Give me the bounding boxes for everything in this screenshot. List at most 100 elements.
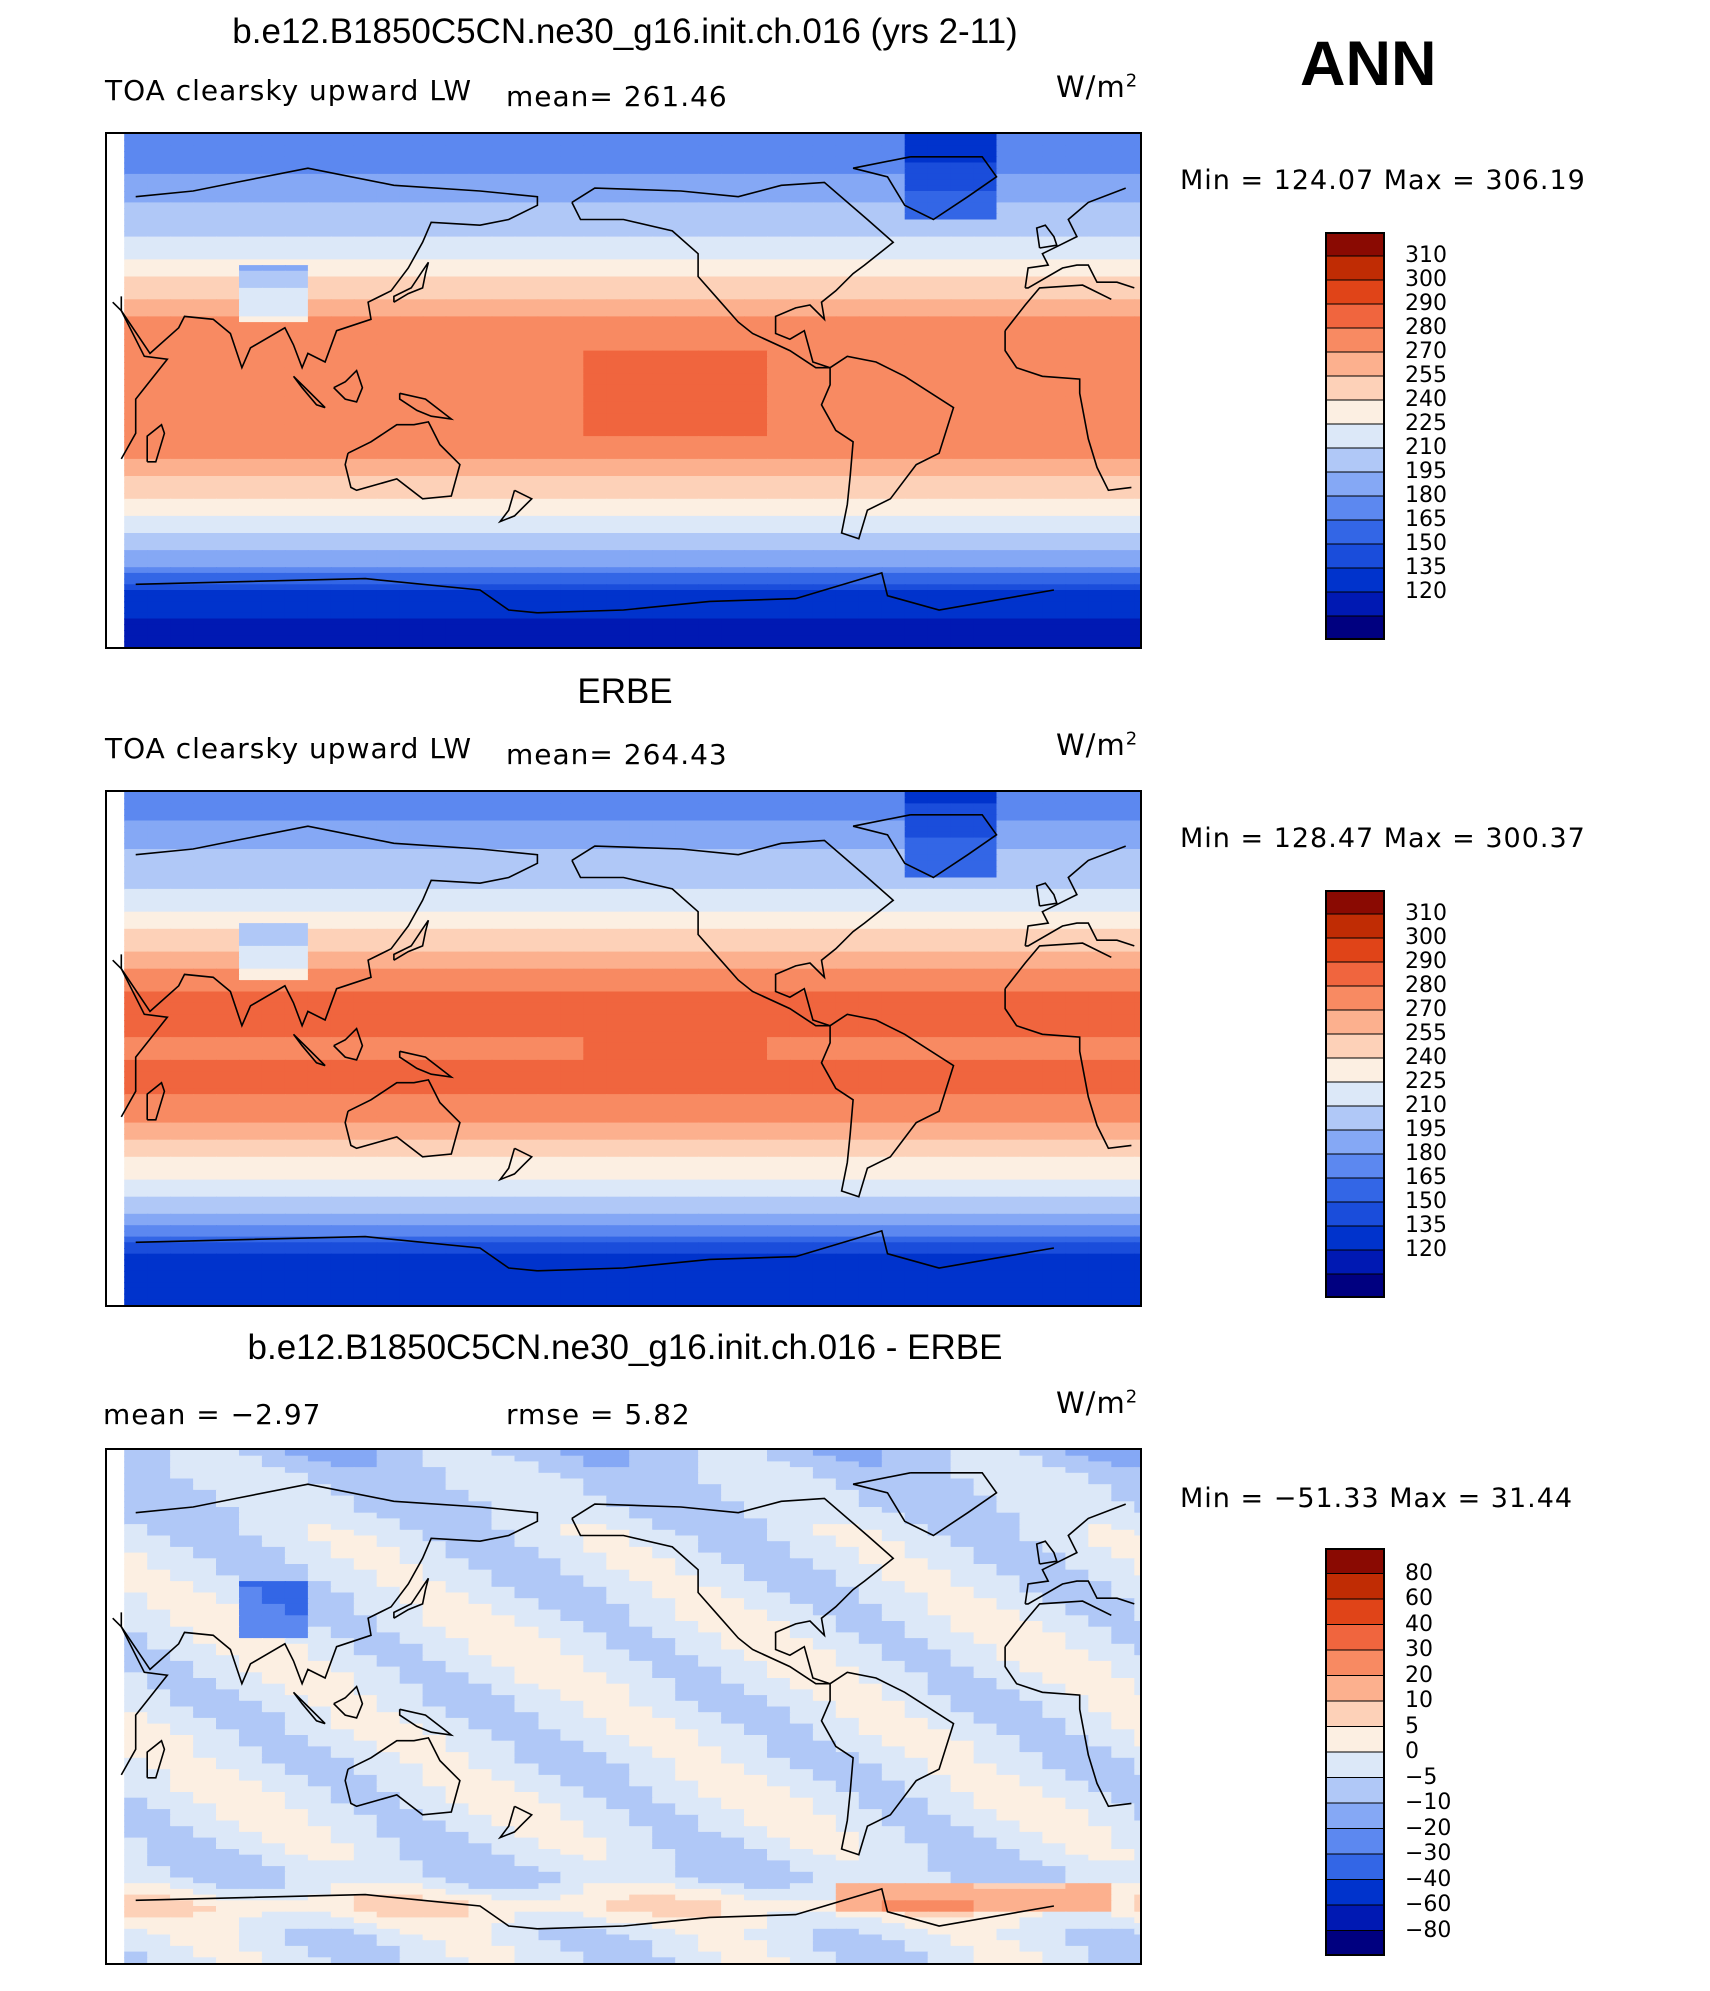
colorbar-box — [1325, 471, 1385, 497]
colorbar-box — [1325, 890, 1385, 915]
colorbar-box — [1325, 961, 1385, 987]
colorbar-tick-label: 290 — [1405, 291, 1447, 316]
colorbar-tick-label: 210 — [1405, 1093, 1447, 1118]
panel1-colorbar-svg — [1325, 232, 1385, 640]
colorbar-box — [1325, 615, 1385, 640]
colorbar-tick-label: 60 — [1405, 1586, 1433, 1611]
colorbar-tick-label: 150 — [1405, 531, 1447, 556]
coastline — [146, 1081, 166, 1121]
colorbar-box — [1325, 495, 1385, 521]
colorbar-tick-label: 280 — [1405, 973, 1447, 998]
colorbar-tick-label: 120 — [1405, 579, 1447, 604]
coastline — [292, 1033, 326, 1067]
panel3-colorbar-svg — [1325, 1548, 1385, 1956]
panel3-rmse-label: rmse = 5.82 — [506, 1398, 691, 1431]
coastline — [571, 839, 895, 1027]
coastline — [146, 1739, 166, 1779]
colorbar-tick-label: 165 — [1405, 507, 1447, 532]
colorbar-tick-label: 255 — [1405, 1021, 1447, 1046]
colorbar-tick-label: 270 — [1405, 339, 1447, 364]
coastline — [120, 167, 1135, 370]
colorbar-box — [1325, 1081, 1385, 1107]
panel2-title: ERBE — [577, 672, 673, 711]
colorbar-box — [1325, 937, 1385, 963]
colorbar-tick-label: 270 — [1405, 997, 1447, 1022]
colorbar-box — [1325, 1802, 1385, 1830]
colorbar-box — [1325, 303, 1385, 329]
coastline — [344, 1078, 461, 1158]
panel1-field-label: TOA clearsky upward LW — [105, 74, 473, 107]
panel1-units: W/m2 — [1056, 70, 1139, 104]
colorbar-tick-label: −10 — [1405, 1790, 1452, 1815]
colorbar-box — [1325, 1273, 1385, 1298]
colorbar-tick-label: 120 — [1405, 1237, 1447, 1262]
colorbar-tick-label: 180 — [1405, 1141, 1447, 1166]
colorbar-box — [1325, 1624, 1385, 1651]
panel3-colorbar — [1325, 1548, 1385, 1956]
colorbar-tick-label: 195 — [1405, 1117, 1447, 1142]
colorbar-box — [1325, 1548, 1385, 1575]
colorbar-box — [1325, 985, 1385, 1011]
coastline — [398, 392, 455, 421]
colorbar-box — [1325, 1573, 1385, 1600]
coastline — [120, 825, 1135, 1028]
colorbar-tick-label: 135 — [1405, 1213, 1447, 1238]
coastline — [497, 1147, 534, 1182]
colorbar-box — [1325, 351, 1385, 377]
colorbar-tick-label: 180 — [1405, 483, 1447, 508]
colorbar-tick-label: −30 — [1405, 1841, 1452, 1866]
colorbar-box — [1325, 1828, 1385, 1855]
colorbar-tick-label: 150 — [1405, 1189, 1447, 1214]
colorbar-box — [1325, 1249, 1385, 1275]
colorbar-tick-label: 30 — [1405, 1637, 1433, 1662]
colorbar-box — [1325, 1751, 1385, 1779]
coastline — [393, 1577, 430, 1619]
colorbar-tick-label: 20 — [1405, 1662, 1433, 1688]
colorbar-tick-label: −60 — [1405, 1892, 1452, 1917]
colorbar-box — [1325, 1598, 1385, 1626]
colorbar-box — [1325, 447, 1385, 473]
colorbar-tick-label: −80 — [1405, 1917, 1452, 1943]
coastline — [571, 1497, 895, 1685]
panel2-mean-label: mean= 264.43 — [506, 738, 728, 771]
panel2-map-svg — [112, 792, 1140, 1305]
colorbar-box — [1325, 1726, 1385, 1753]
panel1-minmax: Min = 124.07 Max = 306.19 — [1180, 165, 1586, 196]
coastline — [135, 1229, 1055, 1272]
colorbar-tick-label: 210 — [1405, 435, 1447, 460]
colorbar-box — [1325, 1649, 1385, 1677]
coastline — [344, 420, 461, 500]
colorbar-box — [1325, 567, 1385, 593]
colorbar-tick-label: 40 — [1405, 1611, 1433, 1637]
colorbar-tick-label: −5 — [1405, 1764, 1438, 1790]
colorbar-box — [1325, 1904, 1385, 1932]
colorbar-box — [1325, 1700, 1385, 1728]
colorbar-tick-label: 255 — [1405, 363, 1447, 388]
colorbar-box — [1325, 232, 1385, 257]
panel1-title: b.e12.B1850C5CN.ne30_g16.init.ch.016 (yr… — [232, 12, 1018, 51]
colorbar-box — [1325, 913, 1385, 939]
coastline — [820, 1013, 955, 1198]
colorbar-tick-label: 310 — [1405, 901, 1447, 926]
colorbar-box — [1325, 399, 1385, 425]
panel1-colorbar — [1325, 232, 1385, 640]
coastline — [393, 261, 430, 303]
colorbar-box — [1325, 1129, 1385, 1155]
colorbar-box — [1325, 1033, 1385, 1059]
coastline — [333, 1027, 364, 1061]
coastline — [571, 181, 895, 369]
panel3-map-svg — [112, 1450, 1140, 1963]
coastline — [398, 1708, 455, 1737]
panel2-colorbar-svg — [1325, 890, 1385, 1298]
colorbar-tick-label: 5 — [1405, 1713, 1419, 1739]
colorbar-tick-label: 240 — [1405, 1045, 1447, 1070]
colorbar-box — [1325, 255, 1385, 281]
colorbar-box — [1325, 327, 1385, 353]
colorbar-tick-label: −40 — [1405, 1866, 1452, 1892]
colorbar-tick-label: 195 — [1405, 459, 1447, 484]
coastline — [852, 814, 998, 879]
coastline — [820, 1671, 955, 1856]
colorbar-box — [1325, 1225, 1385, 1251]
panel3-map — [105, 1448, 1142, 1965]
colorbar-box — [1325, 1057, 1385, 1083]
